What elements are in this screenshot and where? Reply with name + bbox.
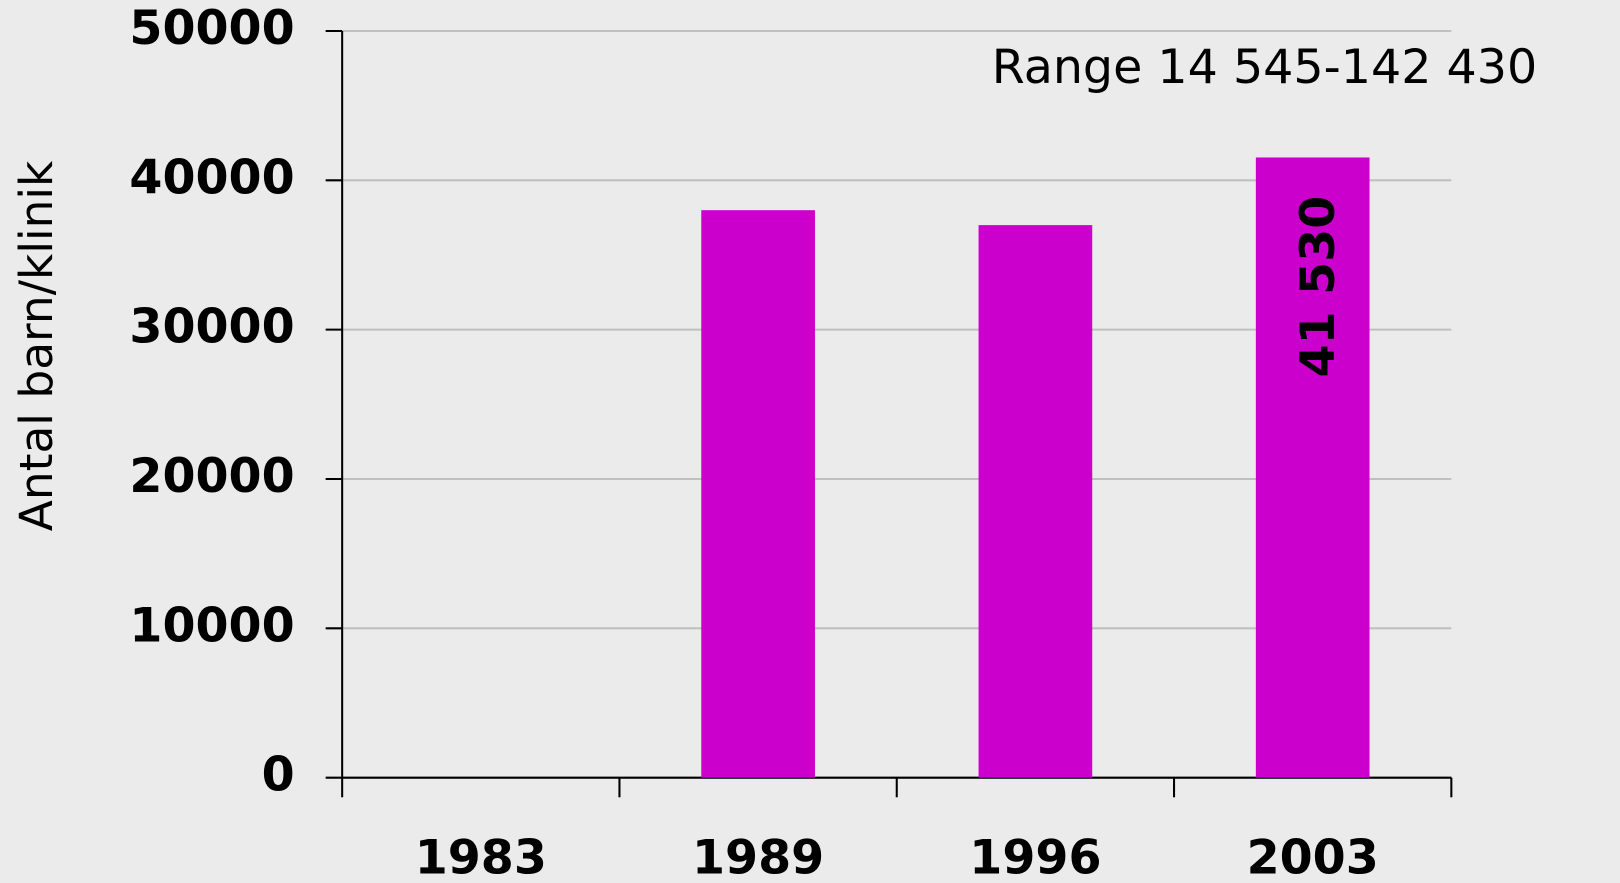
- y-tick-label: 50000: [129, 1, 294, 56]
- bar: [701, 210, 815, 778]
- annotation: Range 14 545-142 430: [992, 40, 1537, 95]
- y-tick-label: 20000: [129, 449, 294, 504]
- y-tick-label: 40000: [129, 150, 294, 205]
- x-tick-label: 1996: [969, 830, 1101, 883]
- bar: [1255, 157, 1370, 778]
- bar: [978, 225, 1093, 778]
- x-tick-label: 1989: [692, 830, 824, 883]
- y-tick-label: 30000: [129, 300, 294, 355]
- y-tick-label: 10000: [129, 598, 294, 653]
- value-label: 41 530: [1291, 196, 1346, 378]
- x-tick-label: 1983: [415, 830, 547, 883]
- y-tick-label: 0: [262, 748, 295, 803]
- y-axis-label: Antal barn/klinik: [10, 160, 63, 531]
- x-tick-label: 2003: [1247, 830, 1379, 883]
